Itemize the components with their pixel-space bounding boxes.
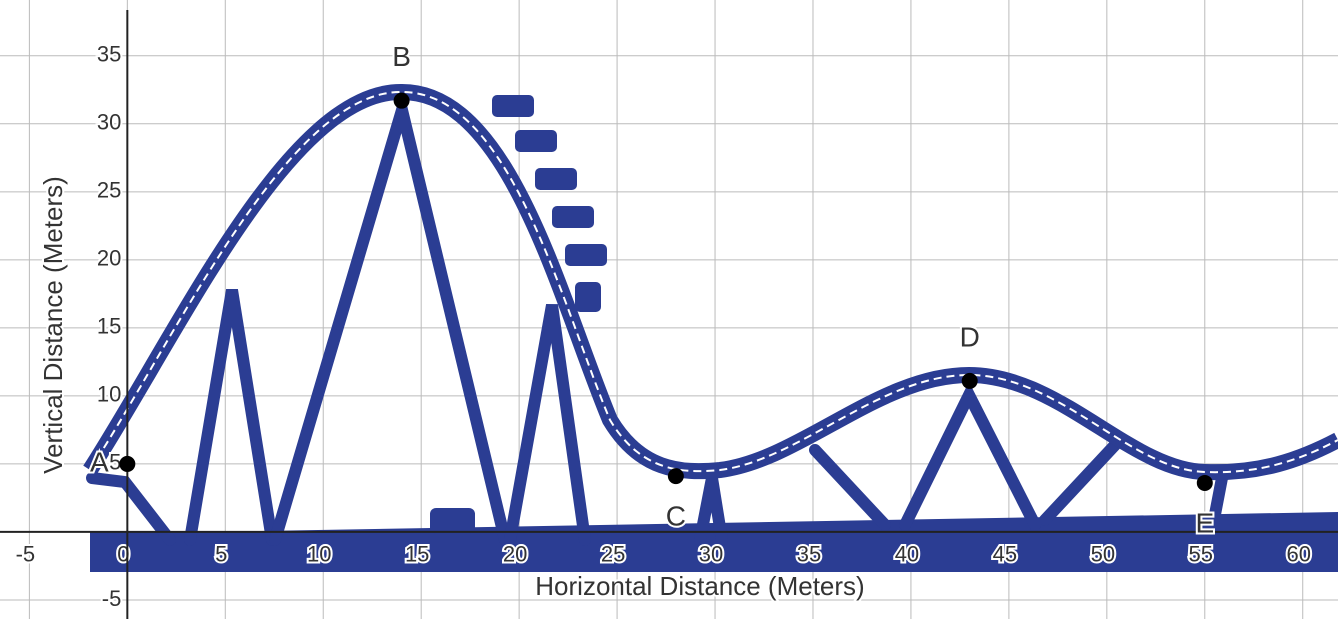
y-tick-label: 30 bbox=[97, 110, 121, 135]
y-tick-label: 20 bbox=[97, 246, 121, 271]
point-label: B bbox=[392, 41, 411, 72]
point bbox=[961, 372, 978, 389]
y-tick-label: 25 bbox=[97, 178, 121, 203]
point-label: D bbox=[960, 321, 980, 352]
x-tick-label: -5 bbox=[16, 542, 36, 567]
point-label: A bbox=[90, 446, 109, 477]
x-tick-label: 50 bbox=[1091, 542, 1115, 567]
y-tick-label: -5 bbox=[102, 586, 122, 611]
x-tick-label: 40 bbox=[895, 542, 919, 567]
point bbox=[667, 468, 684, 485]
point bbox=[1196, 474, 1213, 491]
point bbox=[393, 92, 410, 109]
x-tick-label: 35 bbox=[797, 542, 821, 567]
x-tick-label: 15 bbox=[405, 542, 429, 567]
point-label: C bbox=[666, 501, 686, 532]
y-tick-label: 15 bbox=[97, 314, 121, 339]
x-tick-label: 20 bbox=[503, 542, 527, 567]
point-label: E bbox=[1195, 507, 1214, 538]
y-tick-label: 10 bbox=[97, 382, 121, 407]
x-tick-label: 60 bbox=[1286, 542, 1310, 567]
y-axis-label: Vertical Distance (Meters) bbox=[38, 176, 68, 474]
x-tick-label: 45 bbox=[993, 542, 1017, 567]
x-tick-label: 25 bbox=[601, 542, 625, 567]
x-tick-label: 5 bbox=[215, 542, 227, 567]
y-tick-label: 5 bbox=[109, 450, 121, 475]
x-tick-label: 30 bbox=[699, 542, 723, 567]
x-axis-label: Horizontal Distance (Meters) bbox=[535, 571, 864, 601]
x-tick-label: 10 bbox=[307, 542, 331, 567]
x-tick-label: 55 bbox=[1189, 542, 1213, 567]
point bbox=[119, 455, 136, 472]
coaster-art bbox=[83, 83, 1338, 572]
y-tick-label: 35 bbox=[97, 42, 121, 67]
